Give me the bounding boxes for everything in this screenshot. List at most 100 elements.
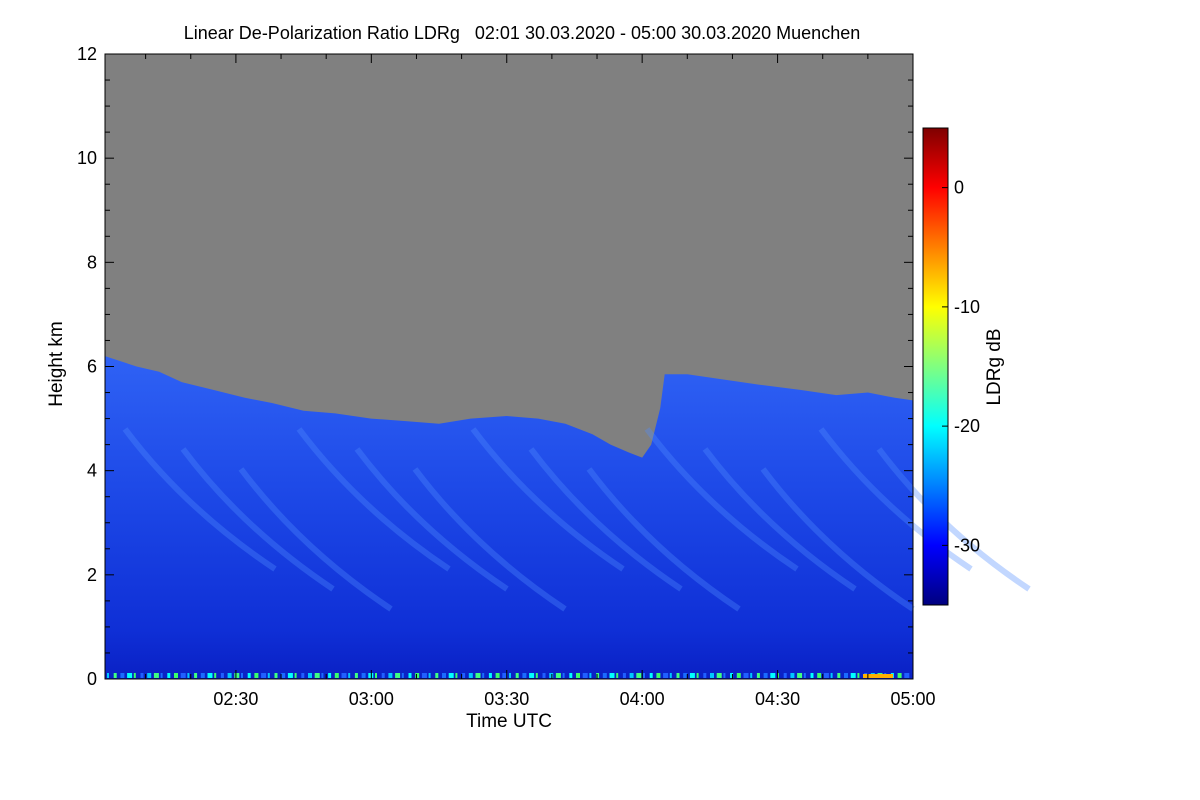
fall-streak [818, 427, 973, 572]
noise-mark [194, 673, 198, 678]
noise-mark [395, 673, 401, 678]
noise-mark [823, 673, 829, 678]
colorbar-tick-label: -20 [954, 416, 980, 436]
noise-mark [354, 673, 358, 678]
fall-streak [238, 467, 393, 612]
noise-mark [227, 673, 232, 678]
colorbar-title: LDRg dB [984, 328, 1005, 405]
noise-mark [415, 673, 420, 678]
noise-mark [220, 673, 224, 678]
noise-mark [783, 673, 787, 678]
fall-streak [644, 427, 799, 572]
noise-mark [790, 673, 795, 678]
noise-mark [696, 673, 699, 678]
fall-streak [180, 447, 335, 592]
noise-mark [683, 673, 688, 678]
noise-mark [763, 673, 768, 678]
noise-mark [857, 673, 860, 678]
noise-mark [462, 673, 466, 678]
noise-mark [904, 673, 910, 678]
noise-mark [844, 673, 848, 678]
noise-mark [361, 673, 366, 678]
noise-mark [287, 673, 293, 678]
noise-mark [509, 673, 511, 678]
noise-mark [897, 673, 902, 678]
signal-streaks [122, 427, 1031, 612]
y-tick-label: 10 [77, 148, 97, 168]
noise-mark [475, 673, 481, 678]
noise-mark [837, 673, 841, 678]
y-tick-label: 6 [87, 357, 97, 377]
noise-mark [736, 673, 741, 678]
y-tick-label: 12 [77, 44, 97, 64]
x-tick-label: 03:30 [484, 689, 529, 709]
noise-mark [435, 673, 439, 678]
fall-streak [586, 467, 741, 612]
noise-mark [602, 673, 607, 678]
fall-streak [354, 447, 509, 592]
noise-mark [542, 673, 546, 678]
fall-streak [470, 427, 625, 572]
fall-streak [296, 427, 451, 572]
colorbar-tick-label: 0 [954, 178, 964, 198]
noise-mark [676, 673, 680, 678]
noise-mark [582, 673, 588, 678]
noise-mark [562, 673, 565, 678]
x-tick-label: 04:30 [755, 689, 800, 709]
colorbar-tick-label: -30 [954, 535, 980, 555]
y-axis: 0 2 4 6 8 10 12 [77, 44, 913, 689]
noise-mark [267, 673, 270, 678]
noise-mark [743, 673, 749, 678]
noise-mark [234, 673, 240, 678]
noise-mark [274, 673, 278, 678]
noise-mark [401, 673, 404, 678]
x-tick-label: 03:00 [349, 689, 394, 709]
noise-mark [294, 673, 297, 678]
noise-mark [421, 673, 427, 678]
noise-mark [241, 673, 243, 678]
noise-mark [133, 673, 136, 678]
noise-mark [723, 673, 726, 678]
noise-mark [321, 673, 324, 678]
noise-mark [555, 673, 561, 678]
noise-mark [703, 673, 707, 678]
noise-mark [549, 673, 554, 678]
noise-mark [180, 673, 186, 678]
noise-mark [314, 673, 320, 678]
colorbar-fill [922, 127, 949, 606]
noise-mark [254, 673, 259, 678]
noise-mark [863, 674, 893, 678]
noise-mark [750, 673, 753, 678]
noise-mark [301, 673, 305, 678]
noise-mark [529, 673, 535, 678]
y-tick-label: 4 [87, 461, 97, 481]
noise-mark [348, 673, 351, 678]
y-tick-label: 2 [87, 565, 97, 585]
noise-mark [810, 673, 814, 678]
noise-mark [448, 673, 454, 678]
fall-streak [760, 467, 915, 612]
fall-streak [122, 427, 277, 572]
x-tick-label: 04:00 [620, 689, 665, 709]
noise-mark [174, 673, 178, 678]
signal-region [105, 356, 913, 679]
noise-mark [710, 673, 714, 678]
near-ground-noise [107, 673, 910, 678]
noise-mark [107, 673, 109, 678]
noise-mark [756, 673, 760, 678]
noise-mark [120, 673, 125, 678]
noise-mark [408, 673, 412, 678]
noise-mark [616, 673, 619, 678]
noise-mark [609, 673, 615, 678]
noise-mark [341, 673, 347, 678]
noise-mark [830, 673, 833, 678]
colorbar-tick-label: -10 [954, 297, 980, 317]
noise-mark [334, 673, 339, 678]
noise-mark [495, 673, 500, 678]
noise-mark [153, 673, 159, 678]
plot-area [104, 53, 1031, 680]
noise-mark [214, 673, 217, 678]
noise-mark [147, 673, 152, 678]
noise-mark [770, 673, 776, 678]
